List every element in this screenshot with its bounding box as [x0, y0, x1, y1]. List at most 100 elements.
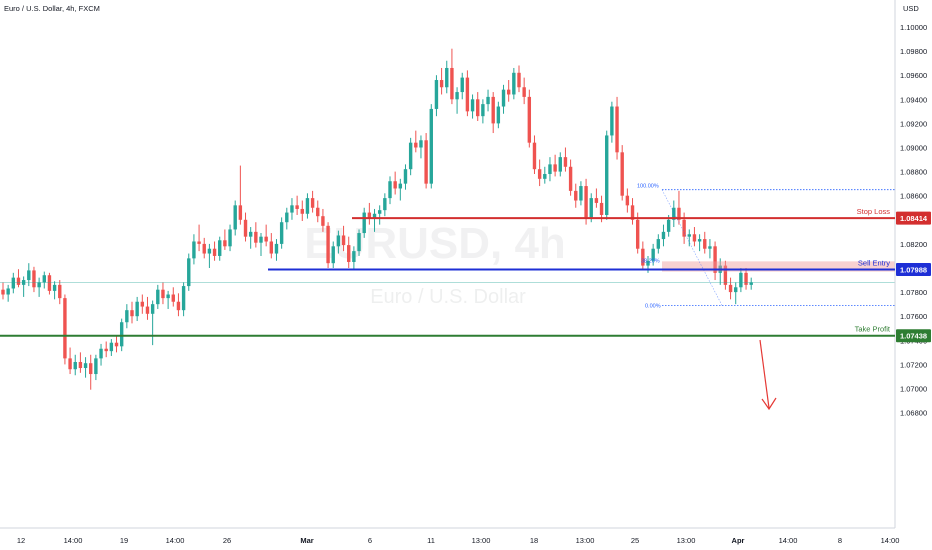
candle-body	[744, 272, 748, 285]
candle-body	[537, 169, 542, 179]
y-tick-label: 1.08600	[900, 192, 927, 201]
fib-label-0: 0.00%	[645, 303, 661, 309]
candle-body	[347, 245, 351, 262]
candle-body	[367, 212, 372, 219]
candle-body	[228, 229, 232, 247]
sell-arrow-head	[761, 397, 777, 411]
candle-body	[646, 260, 650, 266]
candle-body	[37, 282, 41, 288]
candle-body	[460, 77, 464, 93]
candle-body	[94, 358, 98, 375]
candle-body	[166, 294, 170, 299]
candle-body	[625, 195, 630, 206]
x-tick-label: 14:00	[881, 536, 900, 545]
candle-body	[610, 106, 614, 136]
candle-body	[408, 142, 413, 170]
candle-body	[501, 89, 506, 107]
candle-body	[687, 234, 691, 237]
candle-body	[176, 301, 181, 311]
candle-body	[424, 140, 428, 184]
candle-body	[372, 213, 377, 219]
candle-body	[641, 248, 645, 266]
candle-body	[527, 96, 532, 143]
sell-entry-label: Sell Entry	[858, 258, 890, 267]
fib-trend-line	[661, 189, 723, 306]
candle-body	[63, 298, 67, 359]
y-tick-label: 1.06800	[900, 409, 927, 418]
candle-body	[605, 135, 609, 215]
candle-body	[579, 186, 583, 201]
candle-body	[506, 89, 511, 95]
sell-entry-price: 1.07988	[900, 265, 927, 274]
y-tick-label: 1.09200	[900, 119, 927, 128]
candle-body	[135, 301, 139, 317]
candle-body	[486, 96, 490, 105]
fib-label-100: 100.00%	[637, 184, 659, 190]
candle-body	[78, 361, 83, 369]
fib-label-382: 38.20%	[641, 258, 660, 264]
stop-loss-price: 1.08414	[900, 214, 928, 223]
candle-body	[32, 270, 36, 288]
candle-body	[254, 231, 258, 243]
candle-body	[171, 294, 175, 302]
candle-body	[223, 240, 227, 247]
candle-body	[89, 363, 93, 375]
candle-body	[470, 99, 475, 112]
candle-body	[264, 236, 268, 242]
candle-body	[419, 140, 423, 148]
candle-body	[238, 205, 243, 220]
x-tick-label: 13:00	[576, 536, 595, 545]
x-tick-label: 6	[368, 536, 372, 545]
y-tick-label: 1.08200	[900, 240, 927, 249]
candle-body	[481, 104, 485, 117]
x-tick-label: 11	[427, 536, 435, 545]
candle-body	[672, 207, 676, 220]
chart-title: Euro / U.S. Dollar, 4h, FXCM	[4, 4, 100, 13]
x-tick-label: 14:00	[779, 536, 798, 545]
candle-body	[682, 219, 686, 237]
candle-body	[599, 202, 604, 215]
candle-body	[362, 212, 366, 234]
currency-label: USD	[903, 4, 919, 13]
y-tick-label: 1.09800	[900, 47, 927, 56]
candle-body	[584, 186, 588, 218]
candle-body	[300, 208, 304, 214]
candle-body	[248, 231, 253, 237]
x-tick-label: Apr	[732, 536, 745, 545]
candle-body	[563, 157, 568, 167]
candle-body	[207, 248, 212, 254]
candle-body	[42, 275, 46, 283]
y-tick-label: 1.09400	[900, 95, 927, 104]
x-tick-label: 18	[530, 536, 538, 545]
x-tick-label: 19	[120, 536, 128, 545]
candle-body	[439, 80, 444, 88]
candle-body	[697, 239, 702, 242]
candle-body	[161, 289, 165, 299]
candle-body	[455, 92, 459, 100]
candle-body	[522, 87, 526, 97]
candle-body	[491, 96, 495, 124]
candle-body	[310, 198, 315, 208]
y-tick-label: 1.08800	[900, 168, 927, 177]
candle-body	[269, 241, 274, 254]
take-profit-label: Take Profit	[855, 325, 891, 334]
candle-body	[6, 288, 10, 295]
candle-body	[11, 277, 16, 289]
y-tick-label: 1.07600	[900, 312, 927, 321]
candle-body	[321, 216, 325, 226]
candle-body	[352, 251, 356, 262]
candle-body	[192, 241, 196, 259]
candle-body	[73, 361, 77, 370]
candle-body	[326, 225, 330, 264]
candle-body	[548, 164, 552, 175]
candle-body	[279, 222, 284, 244]
candle-body	[145, 306, 150, 314]
candle-body	[130, 310, 134, 317]
candle-body	[713, 246, 717, 273]
candle-body	[274, 243, 279, 254]
candle-body	[114, 342, 119, 347]
candle-body	[476, 99, 480, 117]
candle-body	[1, 289, 5, 295]
